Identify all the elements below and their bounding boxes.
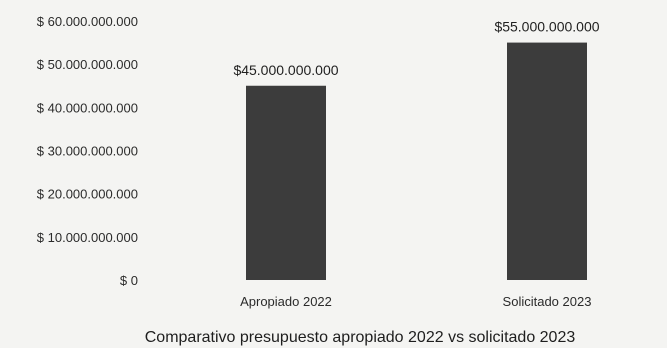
x-category-label: Apropiado 2022 [240, 294, 332, 309]
x-category-label: Solicitado 2023 [503, 294, 592, 309]
bar [507, 42, 587, 281]
data-label: $45.000.000.000 [233, 62, 338, 78]
y-tick-label: $ 10.000.000.000 [37, 230, 138, 245]
data-labels: $45.000.000.000 $55.000.000.000 [233, 19, 599, 78]
y-tick-label: $ 20.000.000.000 [37, 187, 138, 202]
y-tick-label: $ 0 [120, 273, 138, 288]
y-tick-label: $ 40.000.000.000 [37, 100, 138, 115]
bars [246, 42, 587, 281]
x-axis-categories: Apropiado 2022 Solicitado 2023 [240, 294, 591, 309]
y-tick-label: $ 30.000.000.000 [37, 144, 138, 159]
bar [246, 85, 326, 280]
chart-title: Comparativo presupuesto apropiado 2022 v… [145, 329, 576, 346]
y-tick-label: $ 60.000.000.000 [37, 14, 138, 29]
y-axis-ticks: $ 0 $ 10.000.000.000 $ 20.000.000.000 $ 30.… [37, 14, 138, 288]
y-tick-label: $ 50.000.000.000 [37, 57, 138, 72]
data-label: $55.000.000.000 [494, 19, 599, 35]
